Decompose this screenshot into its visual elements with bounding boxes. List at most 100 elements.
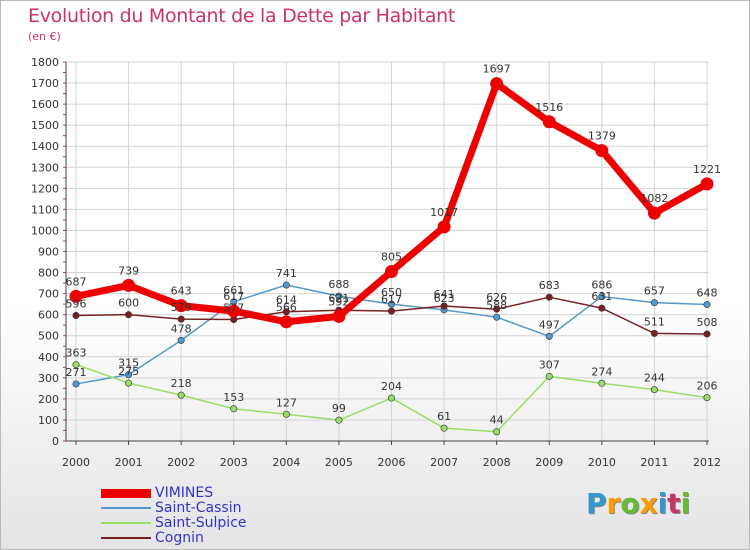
legend-item-saint-cassin: Saint-Cassin [101,501,247,515]
data-label-vimines: 1379 [588,130,616,143]
data-point-saint-cassin [125,371,133,379]
data-point-saint-sulpice [703,394,711,402]
data-label-cognin: 596 [66,298,87,311]
legend-swatch [101,507,151,509]
data-label-saint-sulpice: 99 [332,402,346,415]
data-point-saint-cassin [598,293,606,301]
x-tick-label: 2009 [535,456,563,469]
data-point-vimines [69,289,83,303]
data-label-saint-cassin: 478 [171,322,192,335]
data-label-cognin: 626 [486,291,507,304]
data-point-cognin [493,305,501,313]
y-tick-label: 1000 [31,224,59,237]
data-point-vimines [647,206,661,220]
data-point-saint-cassin [282,281,290,289]
legend-item-vimines: VIMINES [101,485,247,501]
data-point-saint-sulpice [177,391,185,399]
data-point-saint-sulpice [545,372,553,380]
brand-letter: i [680,487,691,520]
data-point-saint-sulpice [598,379,606,387]
data-point-saint-sulpice [387,394,395,402]
data-label-saint-sulpice: 204 [381,380,402,393]
data-label-saint-cassin: 688 [328,278,349,291]
data-label-saint-sulpice: 61 [437,410,451,423]
data-point-saint-cassin [650,299,658,307]
data-point-saint-cassin [335,292,343,300]
legend-label: VIMINES [155,485,214,501]
x-tick-label: 2010 [588,456,616,469]
x-tick-label: 2007 [430,456,458,469]
data-point-cognin [387,307,395,315]
data-point-saint-cassin [72,380,80,388]
x-tick-label: 2008 [483,456,511,469]
data-point-cognin [177,315,185,323]
data-label-saint-cassin: 661 [223,284,244,297]
unit-label: (en €) [28,30,61,43]
data-point-vimines [174,299,188,313]
series-layer [69,77,714,436]
y-tick-label: 1200 [31,182,59,195]
data-point-vimines [385,265,398,279]
data-label-vimines: 1017 [430,206,458,219]
data-point-vimines [437,220,451,234]
data-label-vimines: 566 [276,301,297,314]
legend-swatch [101,537,151,539]
data-point-saint-sulpice [282,410,290,418]
data-label-cognin: 600 [118,297,139,310]
data-point-saint-cassin [545,332,553,340]
y-tick-label: 800 [38,267,59,280]
data-point-saint-sulpice [335,416,343,424]
data-label-saint-cassin: 623 [434,292,455,305]
data-label-saint-sulpice: 127 [276,396,297,409]
x-tick-label: 2000 [62,456,90,469]
x-tick-label: 2002 [167,456,195,469]
x-tick-label: 2003 [220,456,248,469]
data-label-saint-sulpice: 307 [539,358,560,371]
data-label-saint-cassin: 315 [118,357,139,370]
legend-item-saint-sulpice: Saint-Sulpice [101,516,247,530]
data-label-saint-cassin: 657 [644,285,665,298]
data-label-cognin: 631 [591,290,612,303]
data-label-saint-cassin: 686 [591,279,612,292]
data-label-cognin: 579 [171,301,192,314]
data-point-saint-sulpice [125,379,133,387]
data-point-saint-cassin [703,301,711,309]
y-tick-label: 0 [52,435,59,448]
brand-letter: o [620,487,640,520]
y-tick-label: 300 [38,372,59,385]
brand-logo: Proxiti [586,487,690,520]
data-point-vimines [490,77,504,91]
legend: VIMINES Saint-Cassin Saint-Sulpice Cogni… [101,485,247,547]
data-label-saint-sulpice: 275 [118,365,139,378]
data-point-saint-cassin [387,300,395,308]
data-label-vimines: 1516 [535,101,563,114]
y-tick-label: 1400 [31,140,59,153]
y-tick-label: 900 [38,246,59,259]
axis-layer: 0 100 200 300 400 500 600 700 800 900 1000 1100 1200… [31,56,721,469]
data-label-saint-cassin: 271 [66,366,87,379]
legend-swatch [101,488,151,498]
data-point-cognin [440,302,448,310]
data-label-saint-sulpice: 206 [697,380,718,393]
brand-letter: i [657,487,668,520]
data-label-vimines: 643 [171,285,192,298]
data-label-saint-sulpice: 244 [644,372,665,385]
data-label-cognin: 621 [328,292,349,305]
legend-item-cognin: Cognin [101,531,247,545]
data-label-layer: 271 315 478 661 741 688 650 623 588 497 686 657 648 3… [66,63,722,427]
brand-letter: r [606,487,621,520]
data-label-cognin: 617 [381,293,402,306]
data-label-saint-cassin: 741 [276,267,297,280]
y-tick-label: 1700 [31,77,59,90]
data-label-vimines: 739 [118,264,139,277]
brand-letter: P [586,487,607,520]
data-point-saint-cassin [493,313,501,321]
y-tick-label: 1800 [31,56,59,69]
data-point-vimines [332,309,346,323]
legend-swatch [101,522,151,524]
data-point-saint-sulpice [230,405,238,413]
data-label-vimines: 687 [66,275,87,288]
data-label-saint-cassin: 650 [381,286,402,299]
data-label-cognin: 511 [644,315,665,328]
